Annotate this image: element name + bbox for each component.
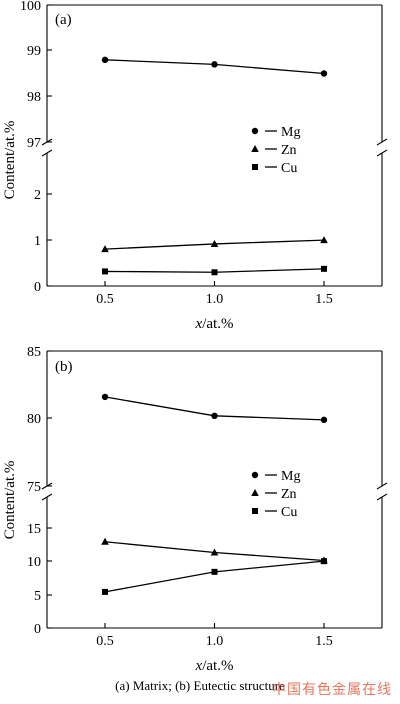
x-tick-label: 0.5 <box>96 634 114 649</box>
data-point-mg <box>211 412 218 419</box>
data-point-zn <box>101 245 109 253</box>
figure-caption: (a) Matrix; (b) Eutectic structure <box>115 678 285 693</box>
y-tick-label: 10 <box>27 555 41 570</box>
y-tick-label: 0 <box>34 280 41 295</box>
y-tick-label: 2 <box>34 188 41 203</box>
x-tick-label: 1.0 <box>206 292 224 307</box>
y-tick-label: 0 <box>34 622 41 637</box>
series-line-cu <box>104 560 325 593</box>
panel-a: 97 98 99 100 0 1 2 0.5 1.0 1.5 x/at.% Content/at.% (… <box>2 0 388 332</box>
y-tick-label: 75 <box>27 480 41 495</box>
data-point-mg <box>320 70 328 77</box>
legend-label-zn: Zn <box>281 143 297 158</box>
data-point-cu <box>321 558 327 565</box>
data-point-cu <box>102 268 108 275</box>
data-point-mg <box>101 393 109 401</box>
x-axis-label: x/at.% <box>195 658 234 674</box>
panel-b: 75 80 85 0 5 10 15 0.5 1.0 1.5 x/at.% Content/at.% (… <box>2 345 388 674</box>
legend-label-mg: Mg <box>281 469 300 484</box>
axis-break-right-upper <box>376 482 388 490</box>
y-tick-label: 15 <box>27 522 41 537</box>
data-point-zn <box>101 537 109 545</box>
x-tick-label: 1.5 <box>315 634 333 649</box>
y-tick-label: 1 <box>34 234 41 249</box>
legend-marker-zn <box>251 489 259 496</box>
legend-label-cu: Cu <box>281 505 297 520</box>
axis-break-right-lower <box>376 493 388 501</box>
y-tick-label: 80 <box>27 412 41 427</box>
data-point-mg <box>211 61 218 68</box>
y-axis-label: Content/at.% <box>2 461 18 540</box>
x-axis-label: x/at.% <box>195 316 234 332</box>
x-tick-label: 1.0 <box>206 634 224 649</box>
y-tick-label: 85 <box>27 345 41 360</box>
data-point-mg <box>320 416 328 424</box>
x-tick-label: 1.5 <box>315 292 333 307</box>
y-tick-label: 97 <box>27 136 41 151</box>
data-point-mg <box>101 56 109 63</box>
legend-marker-cu <box>252 164 258 170</box>
legend-label-mg: Mg <box>281 125 300 140</box>
y-tick-label: 99 <box>27 44 41 59</box>
y-axis-label: Content/at.% <box>2 121 18 200</box>
watermark: 中国有色金属在线 <box>272 682 392 698</box>
legend-marker-mg <box>251 471 259 479</box>
legend-marker-zn <box>251 145 259 152</box>
legend-marker-mg <box>251 127 259 135</box>
axis-break-left-lower <box>41 149 53 157</box>
axis-break-right-lower <box>376 149 388 157</box>
legend-marker-cu <box>252 508 258 514</box>
axis-break-left-lower <box>41 493 53 501</box>
axis-break-right-upper <box>376 138 388 146</box>
data-point-cu <box>321 265 327 272</box>
data-point-cu <box>102 588 108 595</box>
y-tick-label: 100 <box>20 0 41 14</box>
data-point-cu <box>211 568 218 575</box>
y-tick-label: 5 <box>34 589 41 604</box>
data-point-cu <box>211 269 218 276</box>
legend-label-zn: Zn <box>281 487 297 502</box>
data-point-zn <box>320 236 328 244</box>
legend-label-cu: Cu <box>281 161 297 176</box>
panel-label: (b) <box>55 359 73 375</box>
data-point-zn <box>210 239 219 247</box>
panel-label: (a) <box>55 12 72 28</box>
y-tick-label: 98 <box>27 90 41 105</box>
data-point-zn <box>210 548 219 556</box>
x-tick-label: 0.5 <box>96 292 114 307</box>
